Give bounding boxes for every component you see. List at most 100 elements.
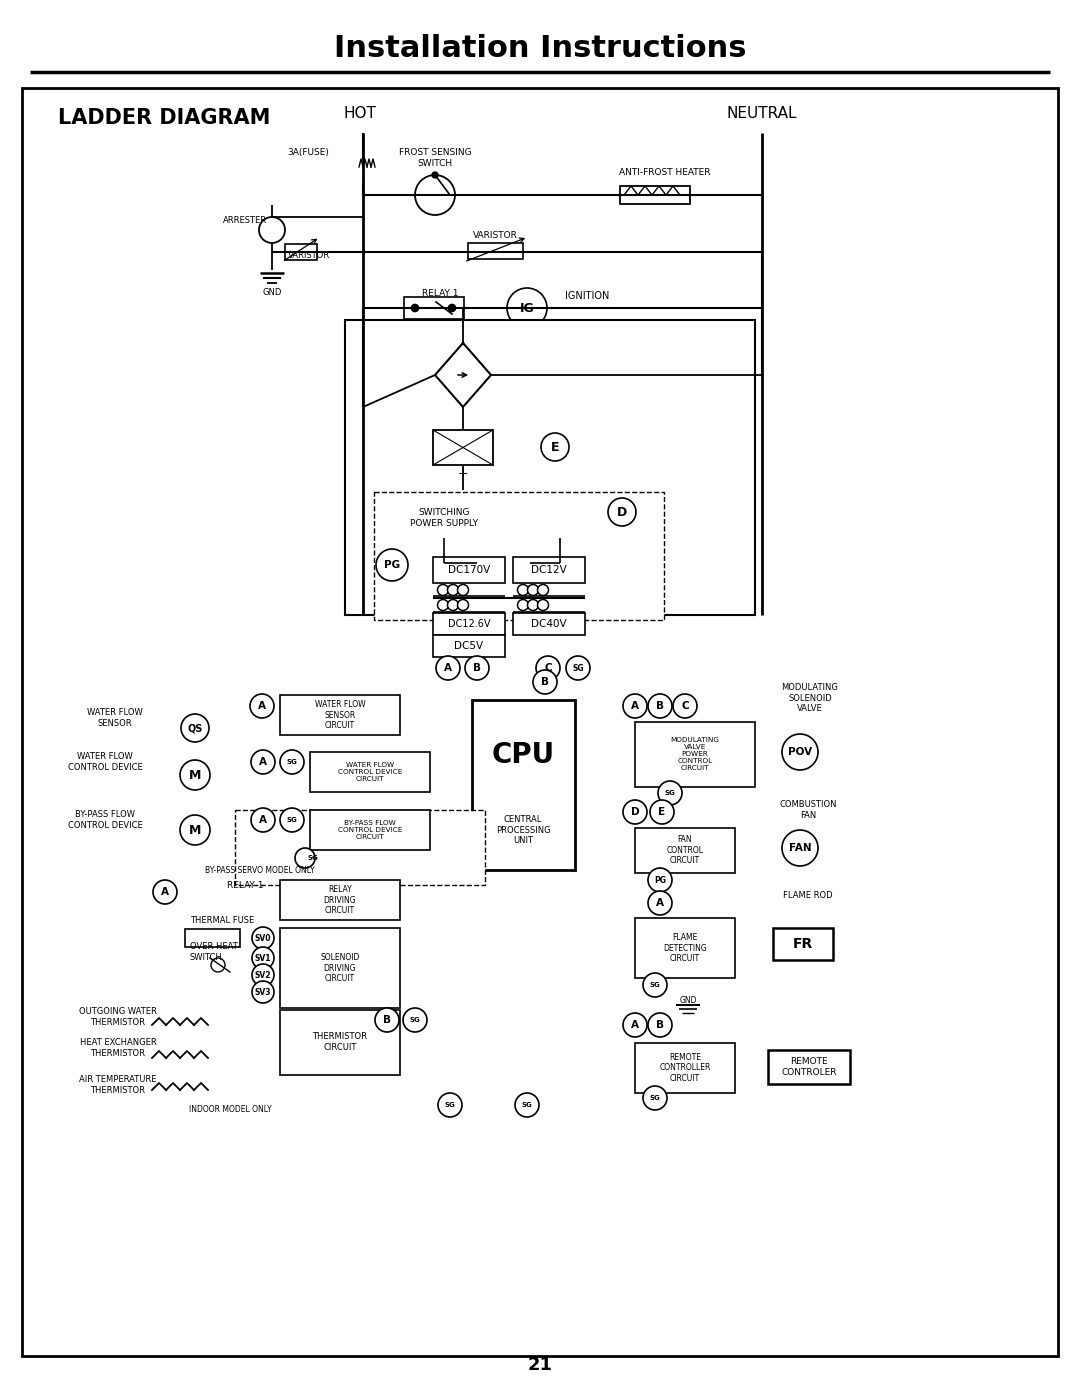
Text: BY-PASS SERVO MODEL ONLY: BY-PASS SERVO MODEL ONLY — [205, 866, 314, 874]
Text: WATER FLOW
CONTROL DEVICE: WATER FLOW CONTROL DEVICE — [68, 752, 143, 772]
Circle shape — [403, 1008, 427, 1033]
Circle shape — [648, 891, 672, 915]
Circle shape — [536, 657, 561, 680]
Text: B: B — [656, 1020, 664, 1030]
Circle shape — [648, 868, 672, 892]
Circle shape — [458, 600, 469, 611]
Bar — [235, 811, 485, 886]
Bar — [404, 297, 464, 319]
Circle shape — [447, 600, 459, 611]
Text: SV3: SV3 — [255, 987, 271, 997]
Bar — [513, 613, 585, 634]
Text: IG: IG — [519, 301, 535, 315]
Text: WATER FLOW
SENSOR: WATER FLOW SENSOR — [87, 708, 143, 727]
Text: M: M — [189, 823, 201, 837]
Text: SOLENOID
DRIVING
CIRCUIT: SOLENOID DRIVING CIRCUIT — [321, 954, 360, 983]
Text: D: D — [631, 806, 639, 818]
Circle shape — [465, 657, 489, 680]
Text: 3A(FUSE): 3A(FUSE) — [287, 147, 329, 157]
Text: QS: QS — [187, 723, 203, 733]
Text: MODULATING
SOLENOID
VALVE: MODULATING SOLENOID VALVE — [782, 683, 838, 713]
Bar — [433, 557, 505, 583]
Circle shape — [180, 761, 210, 790]
Circle shape — [180, 815, 210, 845]
Circle shape — [411, 304, 419, 311]
Circle shape — [376, 550, 408, 582]
Text: 21: 21 — [527, 1356, 553, 1374]
Bar — [345, 321, 755, 615]
Bar — [374, 491, 664, 620]
Text: SWITCHING
POWER SUPPLY: SWITCHING POWER SUPPLY — [410, 508, 478, 527]
Text: A: A — [259, 815, 267, 824]
Circle shape — [437, 600, 448, 611]
Circle shape — [252, 947, 274, 969]
Text: E: E — [551, 440, 559, 454]
Circle shape — [566, 657, 590, 680]
Circle shape — [541, 433, 569, 461]
Text: COMBUSTION
FAN: COMBUSTION FAN — [780, 801, 837, 820]
Text: PG: PG — [383, 559, 400, 570]
Text: RELAY 1: RELAY 1 — [422, 289, 458, 297]
Text: GND: GND — [679, 995, 697, 1005]
Circle shape — [295, 848, 315, 868]
Circle shape — [643, 973, 667, 997]
Text: PG: PG — [654, 876, 666, 884]
Bar — [280, 880, 400, 920]
Bar — [433, 634, 505, 657]
Circle shape — [259, 217, 285, 243]
Text: B: B — [656, 701, 664, 711]
Text: SG: SG — [286, 818, 297, 823]
Circle shape — [623, 1013, 647, 1037]
Circle shape — [153, 880, 177, 904]
Circle shape — [415, 175, 455, 215]
Bar — [472, 700, 575, 870]
Circle shape — [280, 750, 303, 775]
Circle shape — [538, 584, 549, 595]
Bar — [635, 829, 735, 873]
Circle shape — [517, 584, 528, 595]
Text: ARRESTER: ARRESTER — [222, 215, 267, 225]
Text: SV0: SV0 — [255, 934, 271, 942]
Circle shape — [673, 694, 697, 718]
Text: M: M — [189, 769, 201, 781]
Text: SG: SG — [286, 759, 297, 765]
Circle shape — [211, 958, 225, 972]
Circle shape — [643, 1085, 667, 1110]
Text: WATER FLOW
CONTROL DEVICE
CIRCUIT: WATER FLOW CONTROL DEVICE CIRCUIT — [338, 762, 402, 781]
Text: FAN: FAN — [788, 843, 811, 854]
Circle shape — [438, 1092, 462, 1117]
Text: MODULATING
VALVE
POWER
CONTROL
CIRCUIT: MODULATING VALVE POWER CONTROL CIRCUIT — [671, 737, 719, 770]
Circle shape — [252, 981, 274, 1004]
Text: VARISTOR: VARISTOR — [473, 230, 517, 240]
Text: AIR TEMPERATURE
THERMISTOR: AIR TEMPERATURE THERMISTOR — [79, 1076, 157, 1095]
Text: WATER FLOW
SENSOR
CIRCUIT: WATER FLOW SENSOR CIRCUIT — [314, 700, 365, 730]
Circle shape — [527, 584, 539, 595]
Text: SV1: SV1 — [255, 954, 271, 962]
Text: B: B — [473, 663, 481, 673]
Text: THERMISTOR
CIRCUIT: THERMISTOR CIRCUIT — [312, 1033, 367, 1052]
Text: DC12.6V: DC12.6V — [448, 619, 490, 629]
Bar — [620, 186, 690, 204]
Bar — [635, 722, 755, 787]
Circle shape — [251, 808, 275, 831]
Circle shape — [623, 799, 647, 824]
Text: A: A — [631, 1020, 639, 1030]
Bar — [384, 498, 504, 539]
Text: B: B — [383, 1015, 391, 1024]
Circle shape — [249, 694, 274, 718]
Text: OUTGOING WATER
THERMISTOR: OUTGOING WATER THERMISTOR — [79, 1008, 157, 1027]
Circle shape — [658, 781, 681, 805]
Circle shape — [527, 600, 539, 611]
Circle shape — [436, 657, 460, 680]
Bar — [310, 811, 430, 849]
Text: SG: SG — [409, 1017, 420, 1023]
Circle shape — [538, 600, 549, 611]
Bar — [185, 929, 240, 947]
Circle shape — [507, 287, 546, 328]
Text: GND: GND — [262, 287, 282, 297]
Text: ANTI-FROST HEATER: ANTI-FROST HEATER — [619, 168, 711, 176]
Text: CPU: CPU — [491, 741, 554, 769]
Text: FAN
CONTROL
CIRCUIT: FAN CONTROL CIRCUIT — [666, 836, 703, 865]
Text: SG: SG — [650, 1095, 660, 1101]
Text: OVER HEAT
SWITCH: OVER HEAT SWITCH — [190, 942, 238, 962]
